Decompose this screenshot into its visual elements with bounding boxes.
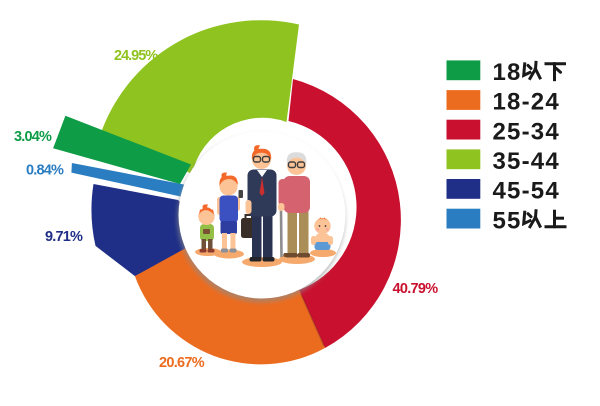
svg-text:18: 18 bbox=[493, 59, 522, 86]
svg-text:25-34: 25-34 bbox=[493, 118, 560, 145]
svg-text:9.71%: 9.71% bbox=[45, 229, 83, 245]
svg-text:35-44: 35-44 bbox=[493, 148, 560, 175]
svg-text:24.95%: 24.95% bbox=[114, 48, 158, 64]
svg-text:55: 55 bbox=[493, 207, 522, 234]
svg-text:40.79%: 40.79% bbox=[393, 281, 439, 297]
svg-text:45-54: 45-54 bbox=[493, 178, 560, 205]
svg-text:20.67%: 20.67% bbox=[159, 355, 205, 371]
svg-text:0.84%: 0.84% bbox=[26, 162, 64, 178]
svg-text:18-24: 18-24 bbox=[493, 89, 560, 116]
svg-text:3.04%: 3.04% bbox=[14, 129, 52, 145]
